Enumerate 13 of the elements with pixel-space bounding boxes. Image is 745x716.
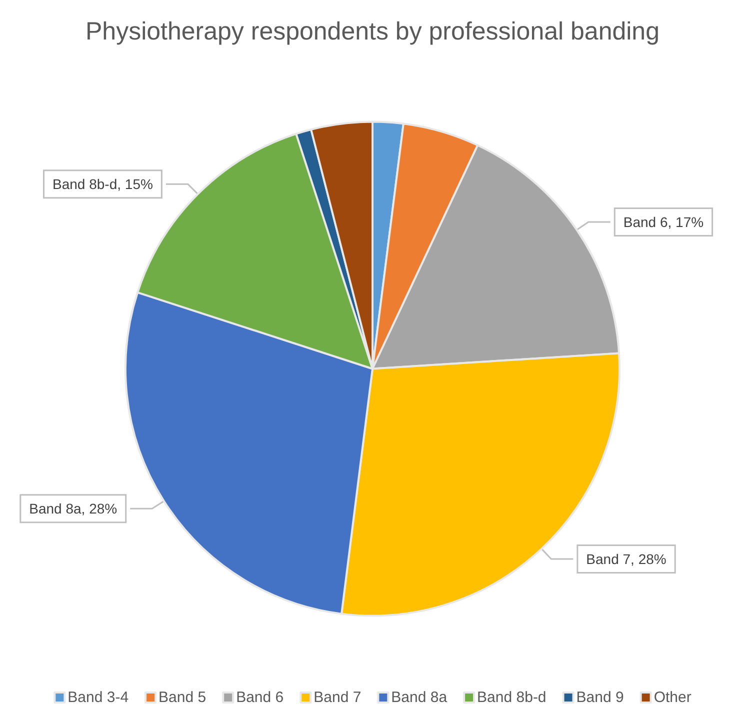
legend-label: Band 5 bbox=[158, 689, 206, 706]
legend-label: Band 9 bbox=[576, 689, 624, 706]
legend-label: Band 7 bbox=[314, 689, 362, 706]
data-label: Band 8b-d, 15% bbox=[52, 176, 153, 192]
legend-label: Band 8a bbox=[391, 689, 448, 706]
legend-label: Band 6 bbox=[236, 689, 284, 706]
legend-label: Band 8b-d bbox=[477, 689, 546, 706]
data-label: Band 8a, 28% bbox=[29, 500, 118, 517]
data-label: Band 7, 28% bbox=[586, 551, 666, 568]
data-label: Band 6, 17% bbox=[623, 214, 704, 230]
legend-label: Other bbox=[654, 689, 692, 706]
chart-title: Physiotherapy respondents by professional banding bbox=[86, 18, 660, 46]
legend-label: Band 3-4 bbox=[68, 689, 129, 706]
